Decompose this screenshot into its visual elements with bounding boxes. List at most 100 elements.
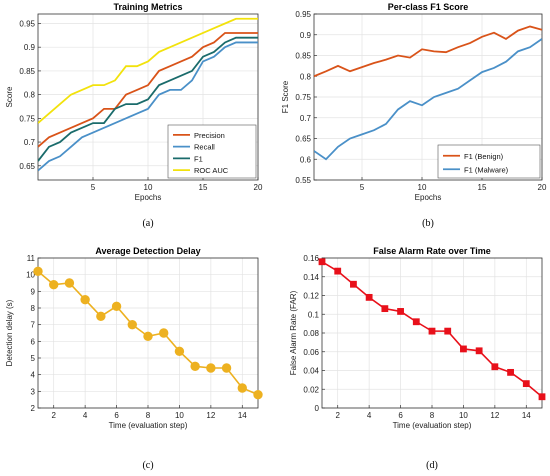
chart-title: Per-class F1 Score bbox=[388, 2, 469, 12]
x-tick-label: 14 bbox=[522, 411, 531, 420]
x-tick-label: 20 bbox=[538, 183, 547, 192]
y-tick-label: 3 bbox=[31, 387, 36, 396]
data-point bbox=[80, 294, 90, 305]
data-point bbox=[237, 383, 247, 393]
x-tick-label: 15 bbox=[199, 183, 208, 192]
data-point bbox=[127, 319, 137, 330]
y-tick-label: 0.16 bbox=[303, 254, 319, 263]
y-tick-label: 0.95 bbox=[295, 10, 311, 19]
y-axis-label: F1 Score bbox=[281, 80, 290, 113]
x-tick-label: 5 bbox=[360, 183, 365, 192]
legend-box bbox=[437, 144, 541, 179]
x-tick-label: 2 bbox=[51, 411, 56, 420]
y-tick-label: 0.85 bbox=[19, 67, 35, 76]
data-point bbox=[491, 363, 499, 371]
y-tick-label: 0.75 bbox=[295, 93, 311, 102]
x-tick-label: 5 bbox=[91, 183, 96, 192]
series-line-precision bbox=[38, 32, 258, 148]
y-tick-label: 8 bbox=[31, 304, 36, 313]
y-tick-label: 10 bbox=[26, 271, 35, 280]
data-point bbox=[253, 389, 263, 400]
y-tick-label: 2 bbox=[31, 404, 36, 413]
x-tick-label: 8 bbox=[146, 411, 151, 420]
y-tick-label: 0.14 bbox=[303, 273, 319, 282]
data-point bbox=[221, 363, 232, 373]
y-tick-label: 0.8 bbox=[24, 91, 36, 100]
data-point bbox=[159, 328, 169, 338]
y-tick-label: 7 bbox=[31, 321, 36, 330]
panel-caption: (a) bbox=[142, 218, 153, 229]
data-point bbox=[381, 305, 389, 313]
y-tick-label: 0.65 bbox=[295, 135, 311, 144]
series-line-recall bbox=[38, 41, 258, 172]
x-tick-label: 10 bbox=[418, 183, 427, 192]
x-tick-label: 8 bbox=[430, 411, 435, 420]
y-tick-label: 0.95 bbox=[19, 19, 35, 28]
legend: Precision Recall F1 ROC AUC bbox=[167, 124, 257, 179]
legend-entry: ROC AUC bbox=[194, 166, 229, 175]
y-tick-label: 0.8 bbox=[300, 72, 312, 81]
y-axis-label: Detection delay (s) bbox=[5, 299, 14, 366]
x-tick-label: 12 bbox=[206, 411, 215, 420]
x-tick-label: 6 bbox=[114, 411, 119, 420]
x-tick-label: 14 bbox=[238, 411, 247, 420]
series-line-f1 bbox=[38, 36, 258, 162]
x-axis-label: Epochs bbox=[415, 193, 442, 202]
y-tick-label: 0.7 bbox=[300, 114, 312, 123]
y-tick-label: 0.55 bbox=[295, 176, 311, 185]
y-tick-label: 0.75 bbox=[19, 114, 35, 123]
y-tick-label: 0.85 bbox=[295, 52, 311, 61]
y-tick-label: 0.6 bbox=[300, 155, 312, 164]
series-line-roc-auc bbox=[38, 17, 258, 124]
data-point bbox=[96, 311, 106, 322]
data-point bbox=[174, 346, 185, 357]
data-point bbox=[206, 363, 216, 373]
y-tick-label: 0.65 bbox=[19, 162, 35, 171]
x-tick-label: 10 bbox=[144, 183, 153, 192]
y-tick-label: 0.9 bbox=[24, 43, 36, 52]
data-point bbox=[460, 345, 467, 353]
data-point bbox=[190, 361, 200, 372]
data-point bbox=[33, 266, 43, 277]
data-point bbox=[350, 280, 357, 288]
data-point bbox=[522, 380, 530, 388]
data-point bbox=[475, 347, 483, 355]
data-point bbox=[397, 308, 404, 315]
x-tick-label: 15 bbox=[478, 183, 487, 192]
y-axis-label: False Alarm Rate (FAR) bbox=[289, 290, 298, 375]
data-point bbox=[64, 278, 75, 288]
chart-title: False Alarm Rate over Time bbox=[373, 246, 491, 256]
x-axis-label: Time (evaluation step) bbox=[109, 421, 188, 430]
x-tick-label: 2 bbox=[335, 411, 340, 420]
x-tick-label: 12 bbox=[490, 411, 499, 420]
y-tick-label: 4 bbox=[31, 371, 36, 380]
legend-entry: F1 (Malware) bbox=[464, 165, 509, 174]
chart-title: Training Metrics bbox=[113, 2, 182, 12]
y-tick-label: 6 bbox=[31, 337, 36, 346]
x-tick-label: 6 bbox=[398, 411, 403, 420]
data-point bbox=[318, 258, 326, 266]
y-tick-label: 0.06 bbox=[303, 348, 319, 357]
data-point bbox=[111, 301, 122, 312]
series-line-f1-malware- bbox=[314, 38, 542, 161]
legend-entry: Precision bbox=[194, 131, 225, 140]
chart-panel-3: 2 3 4 5 6 7 8 9 10 11 2 4 6 8 10 12 14 Average Detection … bbox=[5, 246, 263, 471]
chart-panel-1: 0.65 0.7 0.75 0.8 0.85 0.9 0.95 5 10 15 20 Training… bbox=[5, 2, 263, 229]
x-tick-label: 4 bbox=[83, 411, 88, 420]
legend-box bbox=[167, 124, 257, 179]
data-point bbox=[428, 327, 436, 335]
y-tick-label: 0.04 bbox=[303, 367, 319, 376]
y-tick-label: 0 bbox=[315, 404, 320, 413]
data-point bbox=[365, 293, 373, 301]
chart-panel-4: 0 0.02 0.04 0.06 0.08 0.1 0.12 0.14 0.16 2 4 6 8 10 12… bbox=[289, 246, 546, 471]
y-tick-label: 0.7 bbox=[24, 138, 36, 147]
y-tick-label: 11 bbox=[27, 254, 36, 263]
y-tick-label: 9 bbox=[31, 287, 36, 296]
y-tick-label: 0.12 bbox=[303, 292, 319, 301]
panel-caption: (d) bbox=[426, 460, 438, 471]
legend: F1 (Benign) F1 (Malware) bbox=[437, 144, 541, 179]
data-point bbox=[49, 279, 59, 290]
y-axis-label: Score bbox=[5, 86, 14, 107]
chart-panel-2: 0.55 0.6 0.65 0.7 0.75 0.8 0.85 0.9 0.95 5 10 15 20 P… bbox=[281, 2, 547, 229]
y-tick-label: 0.02 bbox=[303, 385, 319, 394]
